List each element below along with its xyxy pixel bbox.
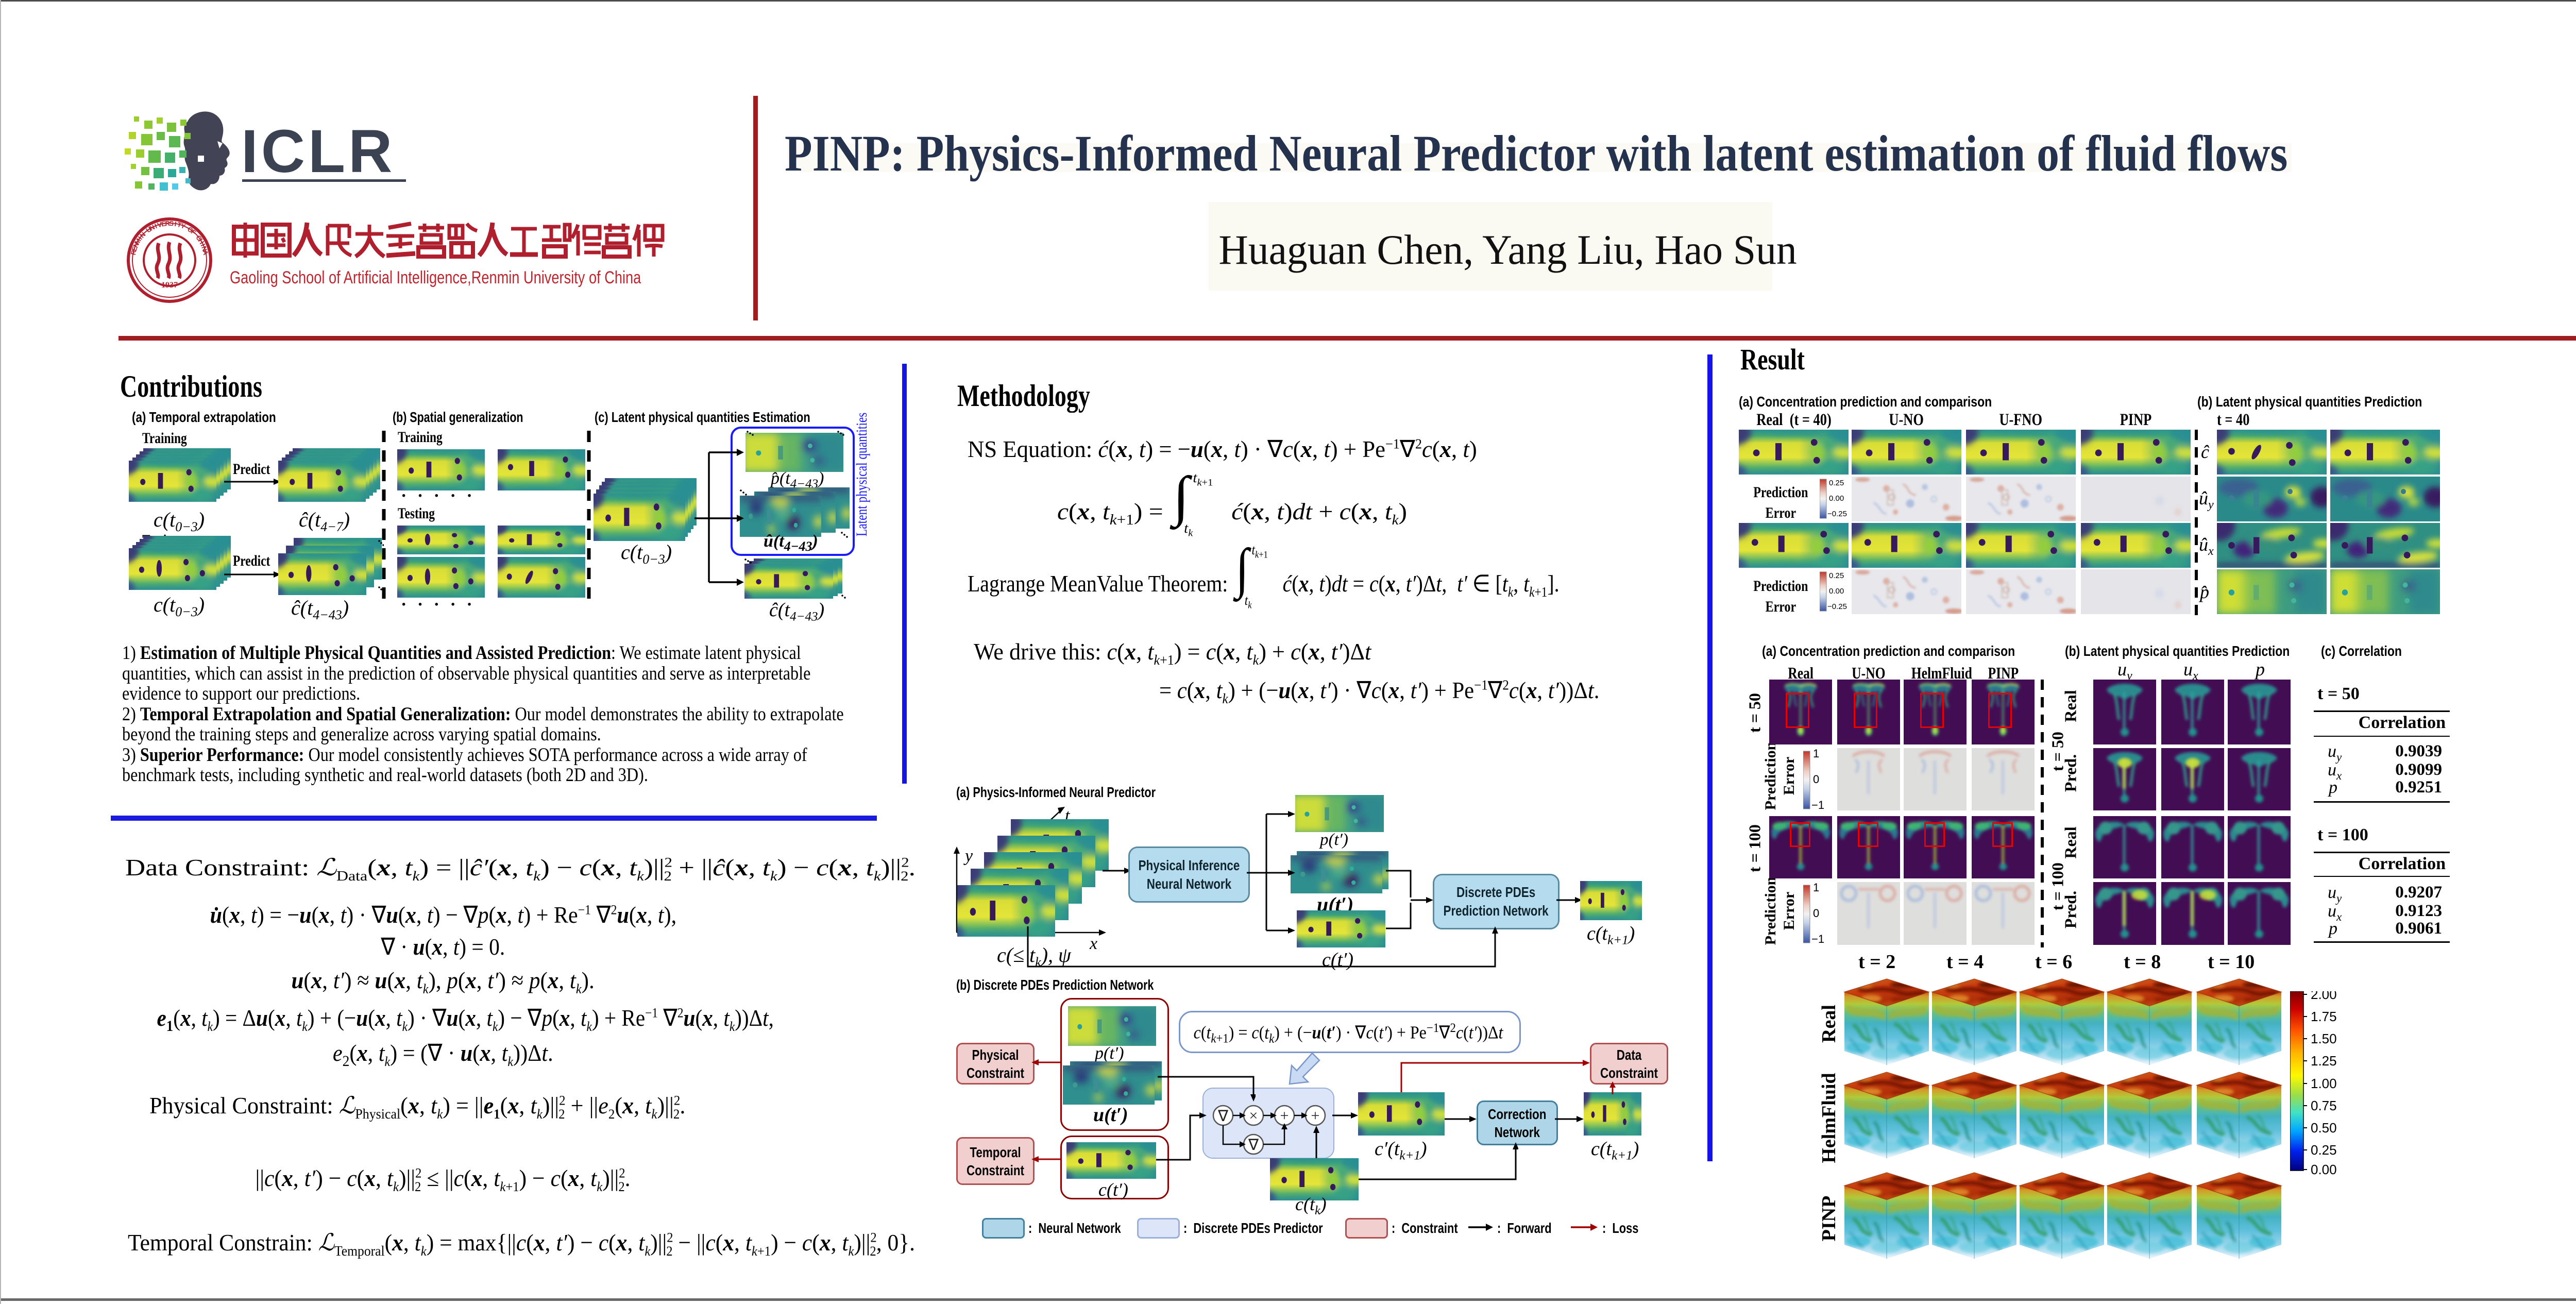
svg-text:0.50: 0.50 [2311, 1120, 2337, 1136]
svg-text:1937: 1937 [161, 281, 178, 290]
svg-text:I: I [199, 243, 207, 248]
svg-text:0.00: 0.00 [1829, 587, 1844, 596]
svg-text:S: S [169, 219, 174, 227]
svg-text:0.00: 0.00 [2311, 1162, 2337, 1177]
svg-text:ICLR: ICLR [241, 117, 395, 185]
svg-text:0.25: 0.25 [1829, 571, 1844, 580]
svg-text:0.00: 0.00 [1829, 494, 1844, 503]
svg-text:T: T [176, 221, 182, 229]
svg-text:0.25: 0.25 [1829, 479, 1844, 487]
svg-text:∇: ∇ [1248, 1137, 1259, 1154]
svg-text:−0.25: −0.25 [1827, 602, 1847, 611]
svg-text:∇: ∇ [1217, 1108, 1229, 1125]
svg-text:I: I [137, 235, 144, 241]
svg-text:0.75: 0.75 [2311, 1098, 2337, 1113]
svg-text:+: + [1311, 1107, 1320, 1124]
svg-text:1: 1 [1813, 882, 1819, 894]
svg-text:R: R [165, 219, 171, 228]
svg-text:1.50: 1.50 [2311, 1031, 2337, 1046]
svg-text:+: + [1280, 1107, 1289, 1124]
svg-text:1.00: 1.00 [2311, 1076, 2337, 1091]
svg-text:E: E [161, 219, 166, 228]
svg-text:A: A [201, 249, 210, 256]
svg-text:0.25: 0.25 [2311, 1142, 2337, 1158]
svg-text:×: × [1249, 1107, 1258, 1124]
svg-text:N: N [200, 245, 209, 252]
svg-text:R: R [129, 249, 138, 256]
svg-text:y: y [963, 846, 973, 866]
svg-text:−1: −1 [1811, 933, 1824, 945]
svg-text:1: 1 [1813, 748, 1819, 760]
svg-text:1.75: 1.75 [2311, 1009, 2337, 1024]
svg-text:I: I [174, 220, 177, 228]
svg-text:t: t [1065, 806, 1071, 825]
svg-text:x: x [1089, 934, 1097, 953]
svg-text:1.25: 1.25 [2311, 1053, 2337, 1069]
svg-text:0: 0 [1813, 773, 1819, 786]
svg-text:0: 0 [1813, 907, 1819, 920]
svg-text:I: I [154, 222, 158, 230]
svg-text:2.00: 2.00 [2311, 991, 2337, 1002]
svg-text:−1: −1 [1811, 799, 1824, 811]
svg-text:−0.25: −0.25 [1827, 510, 1847, 518]
